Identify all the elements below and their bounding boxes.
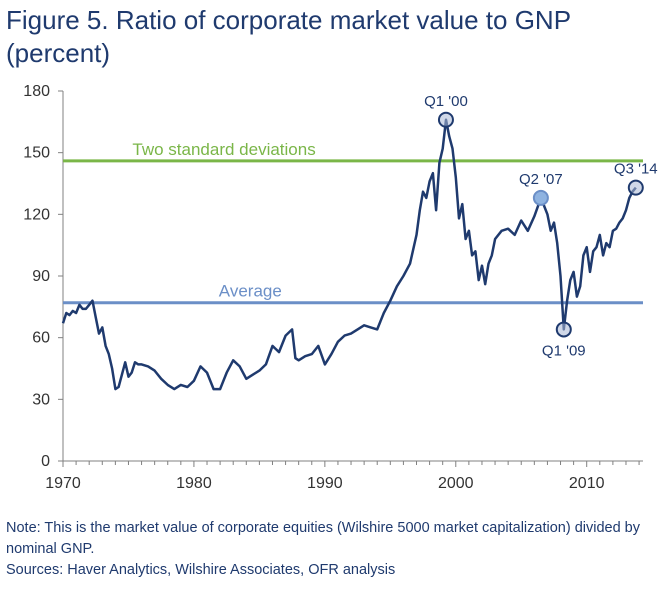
y-tick-label: 0: [41, 453, 50, 470]
annotation-label: Q3 '14: [614, 161, 658, 178]
y-tick-label: 150: [23, 145, 50, 162]
line-chart: 0 30 60 90 120 150 180 1970 1980 1990 2000 2010 Two …: [23, 83, 658, 492]
chart-title-line2: (percent): [6, 38, 111, 68]
x-tick-label: 1980: [176, 475, 212, 492]
x-tick-label: 2000: [438, 475, 474, 492]
chart-title-line1: Figure 5. Ratio of corporate market valu…: [6, 5, 572, 35]
annotation-marker: [532, 189, 549, 206]
y-tick-label: 30: [32, 391, 50, 408]
series-line: [61, 118, 637, 391]
x-tick-label: 2010: [569, 475, 605, 492]
y-tick-label: 60: [32, 330, 50, 347]
note-text: Note: This is the market value of corpor…: [6, 520, 640, 557]
sources-text: Sources: Haver Analytics, Wilshire Assoc…: [6, 562, 396, 578]
chart-footnote: Note: This is the market value of corpor…: [6, 518, 646, 581]
y-tick-label: 180: [23, 83, 50, 100]
x-tick-label: 1990: [307, 475, 343, 492]
reference-line-label: Two standard deviations: [132, 140, 315, 159]
x-tick-label: 1970: [45, 475, 81, 492]
annotation-marker: [555, 321, 572, 338]
reference-line-label: Average: [219, 282, 282, 301]
annotation-marker: [627, 179, 644, 196]
annotation-label: Q2 '07: [519, 171, 563, 188]
annotation-label: Q1 '00: [424, 93, 468, 110]
annotation-label: Q1 '09: [542, 342, 586, 359]
chart-title: Figure 5. Ratio of corporate market valu…: [6, 4, 666, 70]
annotation-marker: [437, 111, 454, 128]
y-tick-label: 120: [23, 206, 50, 223]
y-tick-label: 90: [32, 268, 50, 285]
